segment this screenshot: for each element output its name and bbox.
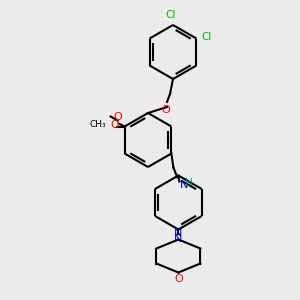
Text: N: N <box>179 179 188 190</box>
Text: N: N <box>174 235 183 244</box>
Text: CH₃: CH₃ <box>90 120 106 129</box>
Text: O: O <box>174 274 183 284</box>
Text: Cl: Cl <box>201 32 212 41</box>
Text: H: H <box>185 178 193 188</box>
Text: O: O <box>113 112 122 122</box>
Text: O: O <box>111 119 120 130</box>
Text: Cl: Cl <box>166 10 176 20</box>
Text: O: O <box>162 105 170 115</box>
Text: N: N <box>174 229 183 238</box>
